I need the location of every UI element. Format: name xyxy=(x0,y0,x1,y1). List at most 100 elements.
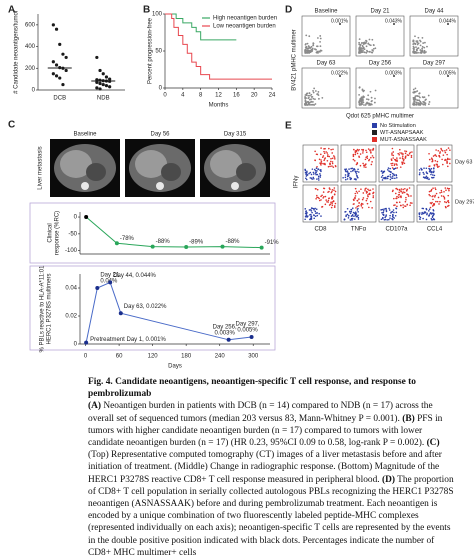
event-dot xyxy=(419,216,422,219)
event-dot xyxy=(364,188,366,190)
event-dot xyxy=(316,214,319,217)
event-dot xyxy=(334,202,337,205)
event-dot xyxy=(388,218,390,221)
event-dot xyxy=(449,149,451,151)
event-dot xyxy=(389,217,391,219)
event-dot xyxy=(312,103,314,106)
data-point xyxy=(104,84,109,88)
event-dot xyxy=(367,98,370,101)
event-dot xyxy=(428,101,431,103)
event-dot xyxy=(362,148,365,151)
event-dot xyxy=(317,94,320,97)
event-dot xyxy=(351,214,354,216)
event-dot xyxy=(446,162,448,164)
event-dot xyxy=(315,51,318,54)
event-dot xyxy=(345,214,348,217)
event-dot xyxy=(353,203,355,205)
event-dot xyxy=(332,200,335,202)
flow-plot xyxy=(301,67,351,109)
event-dot xyxy=(430,171,433,173)
event-dot xyxy=(360,101,363,104)
x-tick-label: 16 xyxy=(233,93,240,99)
y-axis-label: # Candidate neoantigens/tumor xyxy=(14,10,20,94)
event-dot xyxy=(391,218,393,220)
row-label: Liver metastasis xyxy=(38,146,44,189)
event-dot xyxy=(371,207,373,209)
event-dot xyxy=(439,191,441,194)
event-dot xyxy=(315,167,318,170)
event-dot xyxy=(320,199,322,201)
image-title: Baseline xyxy=(73,132,97,138)
event-dot xyxy=(419,51,422,53)
event-dot xyxy=(330,191,333,194)
event-dot xyxy=(350,215,353,217)
event-dot xyxy=(417,51,419,54)
event-dot xyxy=(304,218,306,221)
event-dot xyxy=(308,209,311,211)
event-dot xyxy=(372,196,375,199)
event-dot xyxy=(322,197,324,199)
event-dot xyxy=(396,159,398,161)
x-tick-label: 300 xyxy=(248,354,259,360)
event-dot xyxy=(412,45,415,48)
event-dot xyxy=(421,102,423,105)
event-dot xyxy=(305,94,308,97)
event-dot xyxy=(308,94,311,97)
y-tick-label: 50 xyxy=(155,49,162,55)
event-dot xyxy=(344,176,347,179)
data-point xyxy=(51,72,55,76)
event-dot xyxy=(352,211,355,214)
event-dot xyxy=(413,103,416,106)
x-tick-label: NDB xyxy=(97,96,110,102)
event-dot xyxy=(368,189,370,192)
event-dot xyxy=(369,44,372,47)
event-dot xyxy=(425,208,428,211)
event-dot xyxy=(322,162,324,165)
event-dot xyxy=(331,152,334,154)
event-dot xyxy=(406,188,409,191)
event-dot xyxy=(304,212,307,215)
data-point xyxy=(101,82,105,87)
event-dot xyxy=(431,158,434,161)
event-dot xyxy=(319,37,322,40)
event-dot xyxy=(401,155,404,158)
event-dot xyxy=(382,177,385,179)
event-dot xyxy=(346,175,349,178)
event-dot xyxy=(364,189,366,192)
event-dot xyxy=(403,162,406,165)
event-dot xyxy=(409,151,411,154)
event-dot xyxy=(389,178,392,181)
event-dot xyxy=(408,187,411,189)
y-axis-label: response (%RC) xyxy=(55,211,61,255)
event-dot xyxy=(386,177,389,180)
event-dot xyxy=(390,212,392,214)
event-dot xyxy=(350,170,352,173)
event-dot xyxy=(422,42,425,44)
event-dot xyxy=(389,214,391,217)
event-dot xyxy=(425,167,428,170)
event-dot xyxy=(368,206,370,209)
caption-text: (D) xyxy=(381,474,395,485)
event-dot xyxy=(393,23,395,25)
event-dot xyxy=(440,189,443,192)
event-dot xyxy=(328,155,331,158)
event-dot xyxy=(414,35,416,38)
event-dot xyxy=(402,188,405,191)
event-dot xyxy=(307,97,310,100)
event-dot xyxy=(314,159,317,162)
event-dot xyxy=(334,190,337,193)
event-dot xyxy=(319,176,322,178)
event-dot xyxy=(388,209,391,211)
event-dot xyxy=(371,38,374,41)
event-dot xyxy=(391,147,394,150)
event-dot xyxy=(326,201,328,203)
y-axis-label: Percent progression-free xyxy=(148,17,154,84)
data-point xyxy=(101,72,105,76)
data-point xyxy=(95,86,99,90)
event-dot xyxy=(304,171,307,174)
event-dot xyxy=(305,177,307,180)
event-dot xyxy=(370,100,373,103)
event-dot xyxy=(389,173,392,176)
data-point xyxy=(98,68,102,73)
data-label: 0.003% xyxy=(214,330,235,336)
